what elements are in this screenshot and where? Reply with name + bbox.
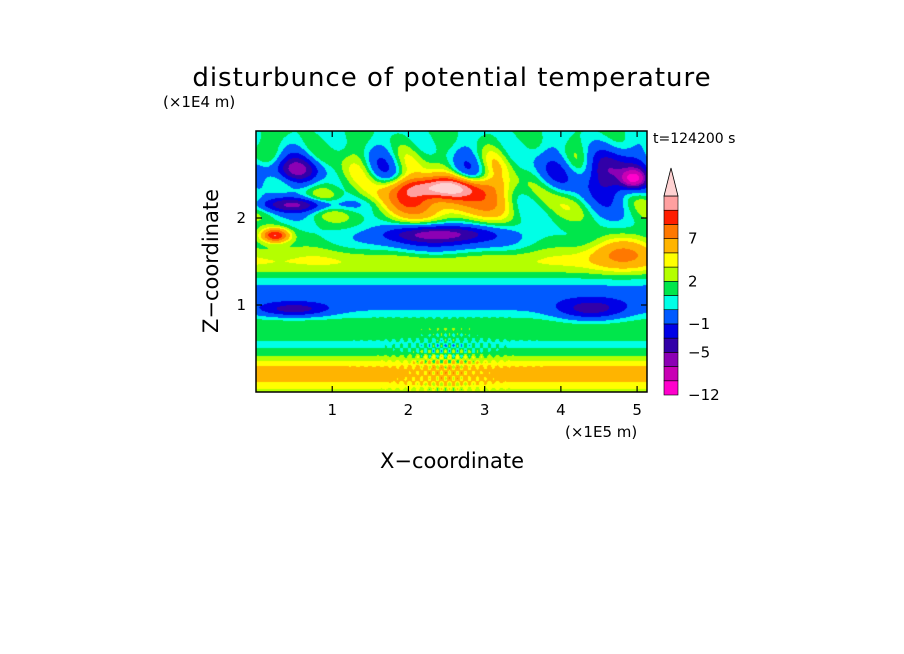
y-tick-label: 2 xyxy=(236,209,246,227)
colorbar-swatch xyxy=(663,252,679,268)
colorbar-swatch xyxy=(663,352,679,367)
plot-frame xyxy=(255,130,648,393)
chart-title: disturbunce of potential temperature xyxy=(192,63,711,93)
colorbar-swatch xyxy=(663,224,679,239)
colorbar-swatch xyxy=(663,195,679,211)
colorbar-swatch xyxy=(663,309,679,325)
colorbar-swatch xyxy=(663,337,679,353)
x-axis: 1 2 3 4 5 xyxy=(327,131,642,419)
colorbar-label: 2 xyxy=(688,272,698,290)
colorbar-swatch xyxy=(663,380,679,396)
colorbar-swatch xyxy=(663,280,679,296)
colorbar-swatch xyxy=(663,266,679,282)
colorbar-swatch xyxy=(663,323,679,339)
contour-plot-area xyxy=(256,131,647,392)
y-unit-label: (×1E4 m) xyxy=(163,93,235,111)
colorbar-label: −12 xyxy=(688,386,720,404)
y-axis-label: Z−coordinate xyxy=(199,189,223,333)
colorbar-label: −5 xyxy=(688,343,710,361)
y-tick-label: 1 xyxy=(236,296,246,314)
colorbar-swatch xyxy=(663,238,679,254)
colorbar-extend-arrow xyxy=(663,167,679,197)
x-tick-label: 1 xyxy=(327,401,337,419)
colorbar-label: −1 xyxy=(688,315,710,333)
colorbar-swatch xyxy=(663,366,679,382)
time-label: t=124200 s xyxy=(653,131,735,147)
x-axis-label: X−coordinate xyxy=(380,449,524,473)
x-tick-label: 2 xyxy=(404,401,414,419)
x-tick-label: 4 xyxy=(556,401,566,419)
x-tick-label: 5 xyxy=(632,401,642,419)
x-unit-label: (×1E5 m) xyxy=(565,423,637,441)
y-axis: 12 xyxy=(236,209,647,314)
colorbar-swatch xyxy=(663,209,679,225)
colorbar-label: 7 xyxy=(688,230,698,248)
colorbar: −12−5−127 xyxy=(663,167,720,404)
contour-field xyxy=(256,131,647,392)
colorbar-swatch xyxy=(663,295,679,311)
x-tick-label: 3 xyxy=(480,401,490,419)
